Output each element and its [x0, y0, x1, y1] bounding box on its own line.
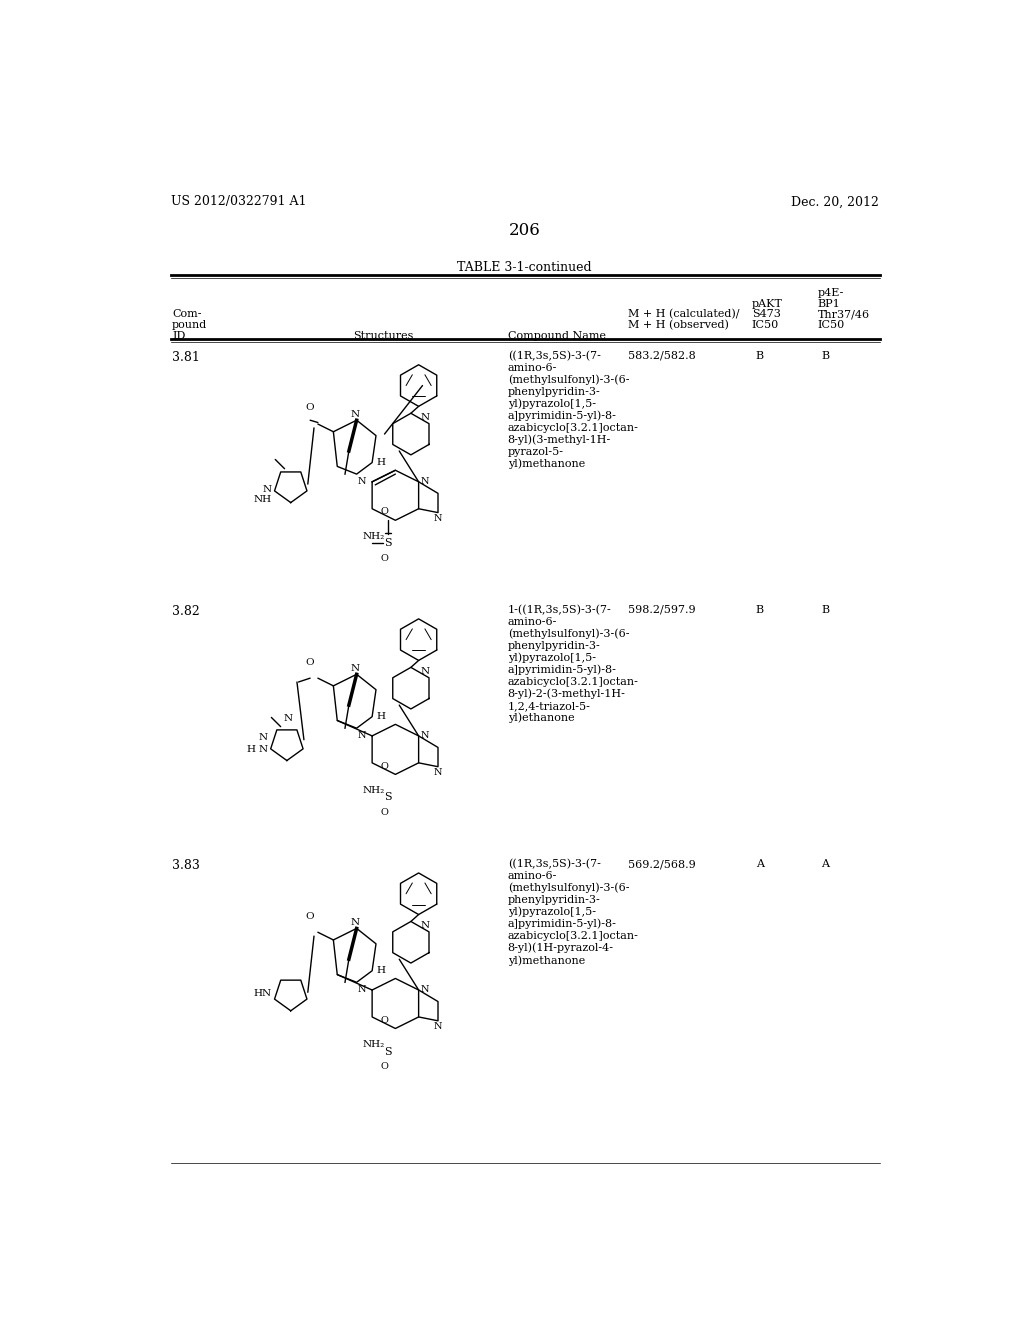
- Text: O: O: [381, 554, 388, 564]
- Text: BP1: BP1: [818, 298, 841, 309]
- Text: N: N: [350, 664, 359, 673]
- Text: N: N: [434, 515, 442, 523]
- Text: NH₂: NH₂: [362, 532, 385, 541]
- Text: O: O: [381, 762, 388, 771]
- Text: O: O: [306, 912, 314, 921]
- Text: O: O: [381, 808, 388, 817]
- Text: 3.82: 3.82: [172, 605, 200, 618]
- Text: M + H (observed): M + H (observed): [628, 321, 729, 330]
- Text: 583.2/582.8: 583.2/582.8: [628, 351, 695, 360]
- Text: O: O: [381, 1063, 388, 1072]
- Text: TABLE 3-1-continued: TABLE 3-1-continued: [458, 261, 592, 273]
- Text: IC50: IC50: [752, 321, 779, 330]
- Text: 598.2/597.9: 598.2/597.9: [628, 605, 695, 615]
- Text: O: O: [381, 507, 388, 516]
- Text: Compound Name: Compound Name: [508, 331, 606, 341]
- Text: S: S: [384, 539, 391, 548]
- Text: p4E-: p4E-: [818, 288, 844, 298]
- Text: N: N: [357, 986, 366, 994]
- Text: NH₂: NH₂: [362, 785, 385, 795]
- Text: S: S: [384, 1047, 391, 1056]
- Text: N: N: [357, 731, 366, 741]
- Text: Structures: Structures: [352, 331, 413, 341]
- Text: N: N: [434, 1022, 442, 1031]
- Text: N: N: [420, 667, 429, 676]
- Text: S: S: [384, 792, 391, 803]
- Text: H: H: [376, 966, 385, 975]
- Text: N: N: [420, 413, 429, 421]
- Text: N: N: [420, 986, 429, 994]
- Text: H: H: [247, 746, 256, 754]
- Text: H: H: [376, 713, 385, 721]
- Text: B: B: [821, 605, 829, 615]
- Text: N: N: [258, 746, 267, 754]
- Text: B: B: [821, 351, 829, 360]
- Text: N: N: [420, 478, 429, 486]
- Text: pAKT: pAKT: [752, 298, 782, 309]
- Text: N: N: [350, 917, 359, 927]
- Text: O: O: [381, 1015, 388, 1024]
- Text: Com-: Com-: [172, 309, 202, 319]
- Text: A: A: [756, 859, 764, 869]
- Text: 206: 206: [509, 222, 541, 239]
- Text: IC50: IC50: [818, 321, 845, 330]
- Text: O: O: [306, 657, 314, 667]
- Text: ID: ID: [172, 331, 185, 341]
- Text: N: N: [434, 768, 442, 777]
- Text: US 2012/0322791 A1: US 2012/0322791 A1: [171, 195, 306, 209]
- Text: pound: pound: [172, 321, 208, 330]
- Text: A: A: [821, 859, 829, 869]
- Text: 1-((1R,3s,5S)-3-(7-
amino-6-
(methylsulfonyl)-3-(6-
phenylpyridin-3-
yl)pyrazolo: 1-((1R,3s,5S)-3-(7- amino-6- (methylsulf…: [508, 605, 639, 723]
- Text: S473: S473: [752, 309, 780, 319]
- Text: 3.81: 3.81: [172, 351, 200, 364]
- Text: N: N: [350, 409, 359, 418]
- Text: B: B: [756, 605, 764, 615]
- Text: N: N: [284, 714, 293, 723]
- Text: ((1R,3s,5S)-3-(7-
amino-6-
(methylsulfonyl)-3-(6-
phenylpyridin-3-
yl)pyrazolo[1: ((1R,3s,5S)-3-(7- amino-6- (methylsulfon…: [508, 351, 639, 469]
- Text: N: N: [420, 731, 429, 741]
- Text: N: N: [262, 484, 271, 494]
- Text: B: B: [756, 351, 764, 360]
- Text: M + H (calculated)/: M + H (calculated)/: [628, 309, 739, 319]
- Text: N: N: [357, 478, 366, 486]
- Text: Dec. 20, 2012: Dec. 20, 2012: [791, 195, 879, 209]
- Text: N: N: [258, 733, 267, 742]
- Text: NH₂: NH₂: [362, 1040, 385, 1049]
- Text: 569.2/568.9: 569.2/568.9: [628, 859, 695, 869]
- Text: N: N: [420, 921, 429, 929]
- Text: NH: NH: [253, 495, 271, 504]
- Text: 3.83: 3.83: [172, 859, 200, 873]
- Text: O: O: [306, 404, 314, 412]
- Text: HN: HN: [253, 990, 271, 998]
- Text: H: H: [376, 458, 385, 467]
- Text: Thr37/46: Thr37/46: [818, 309, 869, 319]
- Text: ((1R,3s,5S)-3-(7-
amino-6-
(methylsulfonyl)-3-(6-
phenylpyridin-3-
yl)pyrazolo[1: ((1R,3s,5S)-3-(7- amino-6- (methylsulfon…: [508, 859, 639, 966]
